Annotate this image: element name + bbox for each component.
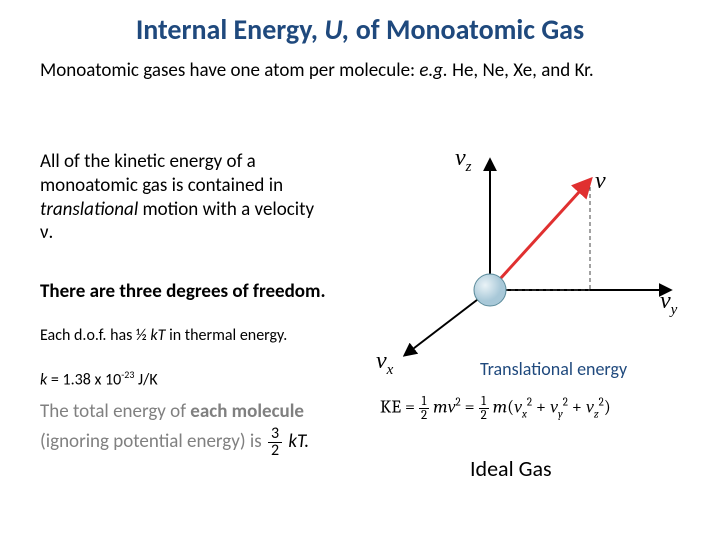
ke-nux: ν: [514, 397, 522, 418]
ke-y: y: [558, 407, 563, 420]
intro-text: Monoatomic gases have one atom per molec…: [0, 55, 720, 83]
label-vx: νx: [376, 348, 393, 379]
ideal-gas-label: Ideal Gas: [470, 455, 552, 482]
vz-sub: z: [466, 159, 472, 175]
p3-a: Each d.o.f. has ½: [40, 326, 150, 345]
vy: ν: [660, 288, 671, 314]
ke-eq: =: [461, 397, 479, 418]
velocity-diagram: νz ν νy: [370, 140, 690, 350]
tot-kt: kT.: [288, 430, 309, 453]
vy-sub: y: [671, 302, 678, 318]
fraction-3-2: 32: [268, 426, 282, 459]
label-vz: νz: [455, 145, 472, 176]
frac-half-1: 12: [419, 395, 429, 422]
ke-m: m: [433, 397, 447, 418]
total-energy-text: The total energy of each molecule (ignor…: [40, 399, 330, 459]
ke-nuz: ν: [586, 397, 594, 418]
p3-c: in thermal energy.: [165, 326, 287, 345]
kp2: +: [568, 397, 586, 418]
p3-b: kT: [150, 326, 165, 345]
tot-c: (ignoring potential energy) is: [40, 430, 266, 453]
title-u: U,: [324, 12, 349, 47]
ke-x: x: [522, 407, 527, 420]
paragraph-kinetic: All of the kinetic energy of a monoatomi…: [40, 150, 330, 245]
p1-a: All of the kinetic energy of a monoatomi…: [40, 150, 283, 197]
paragraph-dof-energy: Each d.o.f. has ½ kT in thermal energy.: [40, 326, 330, 346]
frac-half-2: 12: [479, 395, 489, 422]
translational-energy-label: Translational energy: [480, 358, 627, 380]
title-post: of Monoatomic Gas: [349, 12, 584, 47]
ke-nuy: ν: [550, 397, 558, 418]
intro-eg: e.g.: [419, 59, 447, 82]
k-b: = 1.38 x 10: [47, 370, 121, 389]
paragraph-dof: There are three degrees of freedom.: [40, 280, 330, 304]
frac-den: 2: [268, 443, 282, 459]
ke-m2: m: [493, 397, 507, 418]
page-title: Internal Energy, U, of Monoatomic Gas: [0, 0, 720, 55]
vx: ν: [376, 348, 387, 374]
vz: ν: [455, 145, 466, 171]
label-vy: νy: [660, 288, 677, 319]
left-column: All of the kinetic energy of a monoatomi…: [40, 150, 330, 459]
k-c: J/K: [134, 370, 157, 389]
p1-b: translational: [40, 198, 138, 221]
label-v: ν: [595, 168, 606, 195]
tot-a: The total energy of: [40, 400, 190, 423]
ke-p1: (: [507, 397, 514, 418]
ke-pre: KE =: [380, 397, 419, 418]
intro-pre: Monoatomic gases have one atom per molec…: [40, 59, 419, 82]
boltzmann-constant: k = 1.38 x 10-23 J/K: [40, 368, 330, 389]
title-pre: Internal Energy,: [136, 12, 325, 47]
kp1: +: [532, 397, 550, 418]
tot-b: each molecule: [190, 400, 304, 423]
intro-post: He, Ne, Xe, and Kr.: [448, 59, 594, 82]
k-sup: -23: [121, 368, 134, 381]
ke-equation: KE = 12 mν2 = 12 m(νx2 + νy2 + νz2): [380, 395, 611, 422]
ke-z: z: [594, 407, 599, 420]
ke-p2: ): [604, 397, 611, 418]
diagram-svg: [370, 140, 690, 360]
vx-sub: x: [387, 362, 394, 378]
